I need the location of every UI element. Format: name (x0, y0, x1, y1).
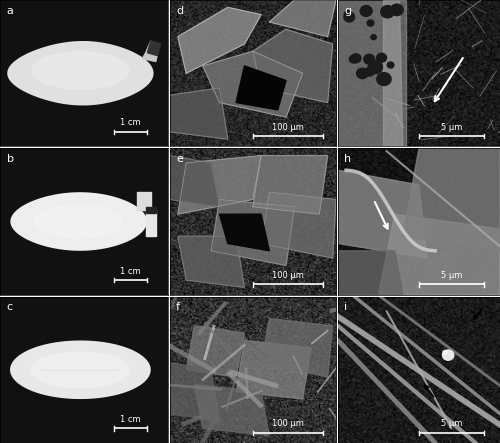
Circle shape (443, 350, 447, 354)
Polygon shape (170, 88, 228, 139)
Polygon shape (10, 341, 150, 399)
Circle shape (381, 6, 394, 18)
Text: 5 μm: 5 μm (440, 123, 462, 132)
Polygon shape (253, 29, 332, 102)
Polygon shape (194, 385, 270, 435)
Circle shape (356, 68, 368, 78)
Polygon shape (253, 155, 328, 214)
Circle shape (367, 20, 374, 26)
Polygon shape (31, 352, 130, 387)
Polygon shape (178, 155, 261, 214)
Polygon shape (403, 148, 500, 251)
Text: 1 cm: 1 cm (120, 415, 141, 424)
Text: i: i (344, 303, 348, 312)
Polygon shape (7, 41, 154, 105)
Circle shape (371, 35, 376, 39)
Polygon shape (186, 326, 244, 377)
Polygon shape (378, 214, 500, 295)
Polygon shape (178, 236, 244, 288)
Polygon shape (146, 207, 156, 213)
Polygon shape (178, 8, 261, 73)
Circle shape (377, 73, 391, 85)
Circle shape (344, 12, 354, 22)
Text: 1 cm: 1 cm (120, 267, 141, 276)
Text: 5 μm: 5 μm (440, 420, 462, 428)
Text: 100 μm: 100 μm (272, 420, 304, 428)
Polygon shape (146, 210, 156, 236)
Circle shape (364, 54, 374, 64)
Circle shape (388, 62, 394, 68)
Circle shape (344, 11, 352, 17)
Circle shape (375, 66, 382, 72)
Polygon shape (338, 251, 403, 295)
Text: d: d (176, 6, 184, 16)
Polygon shape (236, 341, 311, 399)
Circle shape (350, 55, 358, 63)
Polygon shape (211, 199, 294, 265)
Polygon shape (35, 206, 122, 237)
Text: 100 μm: 100 μm (272, 271, 304, 280)
Circle shape (390, 4, 403, 16)
Polygon shape (170, 362, 220, 421)
Polygon shape (203, 51, 302, 117)
Circle shape (368, 61, 382, 74)
Text: b: b (6, 154, 14, 164)
Polygon shape (270, 0, 336, 37)
Polygon shape (10, 192, 147, 251)
Polygon shape (148, 41, 161, 56)
Polygon shape (261, 319, 332, 377)
Polygon shape (170, 155, 220, 207)
Polygon shape (236, 66, 286, 110)
Text: c: c (6, 303, 13, 312)
Circle shape (376, 66, 382, 70)
Text: g: g (344, 6, 352, 16)
Circle shape (351, 54, 361, 63)
Polygon shape (338, 0, 403, 147)
Text: 1 cm: 1 cm (120, 118, 141, 128)
Polygon shape (138, 192, 151, 210)
Circle shape (376, 53, 386, 62)
Text: 100 μm: 100 μm (272, 123, 304, 132)
Text: f: f (176, 303, 180, 312)
Polygon shape (261, 192, 336, 258)
Text: 5 μm: 5 μm (440, 271, 462, 280)
Polygon shape (220, 214, 270, 251)
Circle shape (360, 5, 372, 16)
Polygon shape (384, 0, 406, 147)
Text: a: a (6, 6, 14, 16)
Polygon shape (31, 51, 130, 89)
Polygon shape (142, 41, 159, 62)
Circle shape (365, 67, 374, 76)
Circle shape (442, 350, 454, 360)
Polygon shape (338, 170, 427, 258)
Text: h: h (344, 154, 352, 164)
Text: e: e (176, 154, 183, 164)
